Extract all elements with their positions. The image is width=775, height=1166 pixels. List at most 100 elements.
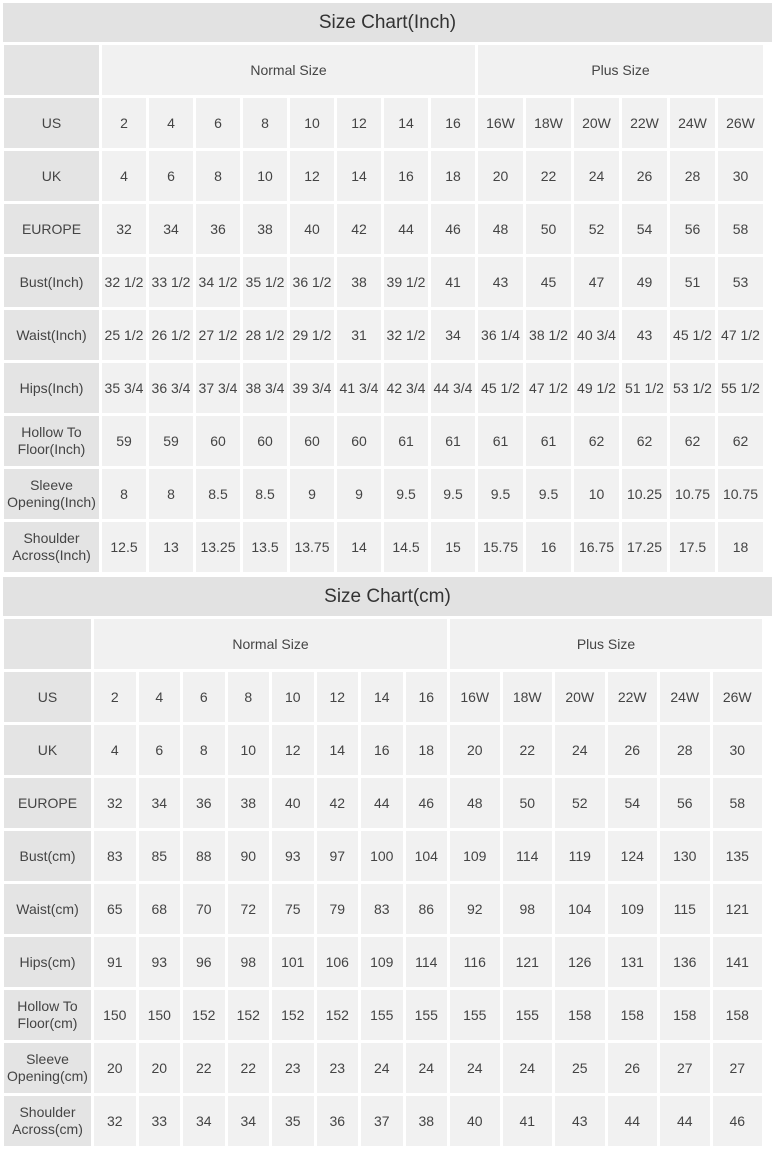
size-value: 37 3/4 <box>196 363 240 413</box>
size-value: 135 <box>712 831 762 881</box>
size-value: 60 <box>243 416 287 466</box>
size-value: 65 <box>94 884 136 934</box>
size-value: 9.5 <box>478 469 523 519</box>
row-label: Hips(cm) <box>4 937 91 987</box>
size-value: 45 <box>526 257 571 307</box>
size-value: 8 <box>149 469 193 519</box>
size-value: 48 <box>478 204 523 254</box>
size-chart-inch-title: Size Chart(Inch) <box>3 3 772 42</box>
size-value: 106 <box>316 937 358 987</box>
table-row: US 2 4 6 8 10 12 14 16 16W 18W 20W 22W 24W 26W <box>4 98 763 148</box>
size-value: 34 <box>431 310 475 360</box>
size-value: 50 <box>526 204 571 254</box>
size-value: 40 <box>450 1096 500 1146</box>
size-value: 9 <box>337 469 381 519</box>
size-value: 38 1/2 <box>526 310 571 360</box>
size-value: 29 1/2 <box>290 310 334 360</box>
size-value: 41 3/4 <box>337 363 381 413</box>
size-value: 16W <box>478 98 523 148</box>
size-value: 24 <box>555 725 605 775</box>
size-value: 150 <box>94 990 136 1040</box>
size-value: 2 <box>94 672 136 722</box>
size-value: 18 <box>718 522 763 572</box>
size-value: 8 <box>196 151 240 201</box>
size-value: 36 3/4 <box>149 363 193 413</box>
size-value: 68 <box>138 884 180 934</box>
size-value: 10.75 <box>670 469 715 519</box>
size-value: 26W <box>718 98 763 148</box>
size-value: 44 <box>384 204 428 254</box>
row-label: EUROPE <box>4 778 91 828</box>
size-value: 56 <box>670 204 715 254</box>
size-value: 93 <box>138 937 180 987</box>
size-value: 13.5 <box>243 522 287 572</box>
size-value: 59 <box>149 416 193 466</box>
size-value: 40 <box>272 778 314 828</box>
size-value: 10 <box>243 151 287 201</box>
size-value: 98 <box>502 884 552 934</box>
size-value: 38 <box>337 257 381 307</box>
size-value: 155 <box>502 990 552 1040</box>
size-value: 100 <box>361 831 403 881</box>
size-value: 56 <box>660 778 710 828</box>
size-value: 62 <box>670 416 715 466</box>
size-value: 24 <box>450 1043 500 1093</box>
size-value: 79 <box>316 884 358 934</box>
size-value: 4 <box>94 725 136 775</box>
size-value: 26 <box>622 151 667 201</box>
row-label: Hollow To Floor(Inch) <box>4 416 99 466</box>
size-value: 47 1/2 <box>526 363 571 413</box>
table-row: Bust(cm) 83 85 88 90 93 97 100 104 109 114 119 124 13… <box>4 831 762 881</box>
size-value: 40 <box>290 204 334 254</box>
size-value: 38 <box>405 1096 447 1146</box>
size-value: 4 <box>149 98 193 148</box>
size-value: 20W <box>555 672 605 722</box>
size-value: 32 1/2 <box>102 257 146 307</box>
normal-size-header: Normal Size <box>102 45 475 95</box>
size-value: 60 <box>337 416 381 466</box>
size-value: 36 <box>183 778 225 828</box>
size-value: 18W <box>526 98 571 148</box>
size-value: 8.5 <box>243 469 287 519</box>
size-value: 35 3/4 <box>102 363 146 413</box>
table-row: Waist(Inch) 25 1/2 26 1/2 27 1/2 28 1/2 29 1/… <box>4 310 763 360</box>
size-value: 46 <box>431 204 475 254</box>
table-row: UK 4 6 8 10 12 14 16 18 20 22 24 26 28 30 <box>4 725 762 775</box>
size-value: 51 <box>670 257 715 307</box>
size-value: 38 <box>243 204 287 254</box>
group-header-row: Normal Size Plus Size <box>4 619 762 669</box>
size-value: 50 <box>502 778 552 828</box>
size-value: 83 <box>94 831 136 881</box>
row-label: Bust(cm) <box>4 831 91 881</box>
size-value: 14 <box>337 522 381 572</box>
size-value: 152 <box>183 990 225 1040</box>
size-value: 42 <box>316 778 358 828</box>
size-value: 61 <box>478 416 523 466</box>
size-value: 23 <box>272 1043 314 1093</box>
size-value: 12.5 <box>102 522 146 572</box>
size-value: 26 1/2 <box>149 310 193 360</box>
row-label: EUROPE <box>4 204 99 254</box>
size-value: 121 <box>712 884 762 934</box>
row-label: US <box>4 98 99 148</box>
size-value: 32 <box>102 204 146 254</box>
size-value: 8.5 <box>196 469 240 519</box>
table-row: US 2 4 6 8 10 12 14 16 16W 18W 20W 22W 24W 26W <box>4 672 762 722</box>
size-value: 10.75 <box>718 469 763 519</box>
size-value: 44 <box>607 1096 657 1146</box>
size-value: 115 <box>660 884 710 934</box>
size-value: 141 <box>712 937 762 987</box>
size-value: 92 <box>450 884 500 934</box>
size-value: 39 3/4 <box>290 363 334 413</box>
size-value: 88 <box>183 831 225 881</box>
size-value: 44 <box>660 1096 710 1146</box>
size-value: 16 <box>526 522 571 572</box>
size-value: 32 <box>94 1096 136 1146</box>
size-value: 6 <box>149 151 193 201</box>
row-label: Bust(Inch) <box>4 257 99 307</box>
table-row: Shoulder Across(cm) 32 33 34 34 35 36 37 38 40 41 4… <box>4 1096 762 1146</box>
size-value: 152 <box>316 990 358 1040</box>
size-value: 12 <box>272 725 314 775</box>
size-value: 27 <box>660 1043 710 1093</box>
size-value: 155 <box>361 990 403 1040</box>
